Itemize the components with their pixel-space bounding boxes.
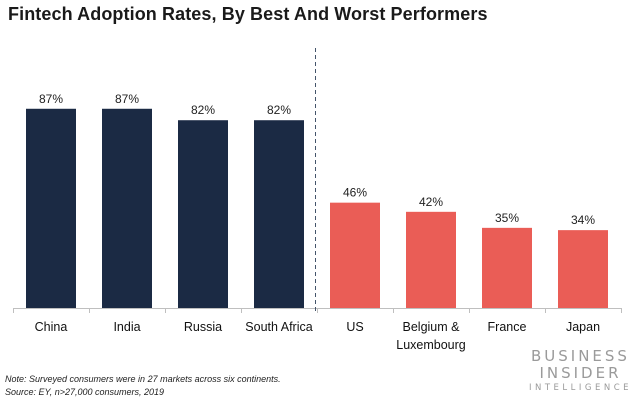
data-label: 42% <box>419 195 443 209</box>
x-tick-label: India <box>113 320 140 334</box>
x-tick-label: France <box>488 320 527 334</box>
x-tick-label: Luxembourg <box>396 338 466 352</box>
bar-south-africa <box>254 120 304 308</box>
data-label: 82% <box>267 103 291 117</box>
data-label: 82% <box>191 103 215 117</box>
x-tick-label: China <box>35 320 68 334</box>
data-label: 87% <box>39 92 63 106</box>
bar-belgium-luxembourg <box>406 211 456 308</box>
bar-japan <box>558 230 608 308</box>
business-insider-logo: BUSINESS INSIDER INTELLIGENCE <box>529 348 632 394</box>
bar-russia <box>178 120 228 308</box>
x-tick-label: US <box>346 320 363 334</box>
bar-india <box>102 108 152 309</box>
source-note: Source: EY, n>27,000 consumers, 2019 <box>5 387 165 397</box>
bar-france <box>482 227 532 308</box>
chart-title: Fintech Adoption Rates, By Best And Wors… <box>8 4 488 24</box>
data-label: 35% <box>495 211 519 225</box>
data-label: 46% <box>343 186 367 200</box>
bar-china <box>26 108 76 309</box>
x-tick-label: Belgium & <box>403 320 461 334</box>
footnote: Note: Surveyed consumers were in 27 mark… <box>5 374 281 384</box>
x-tick-label: Japan <box>566 320 600 334</box>
logo-line-2: INSIDER <box>539 364 622 382</box>
data-label: 87% <box>115 92 139 106</box>
bar-us <box>330 202 380 308</box>
x-tick-label: South Africa <box>245 320 312 334</box>
x-tick-label: Russia <box>184 320 222 334</box>
logo-line-1: BUSINESS <box>531 347 630 365</box>
logo-line-3: INTELLIGENCE <box>528 383 632 393</box>
data-label: 34% <box>571 213 595 227</box>
